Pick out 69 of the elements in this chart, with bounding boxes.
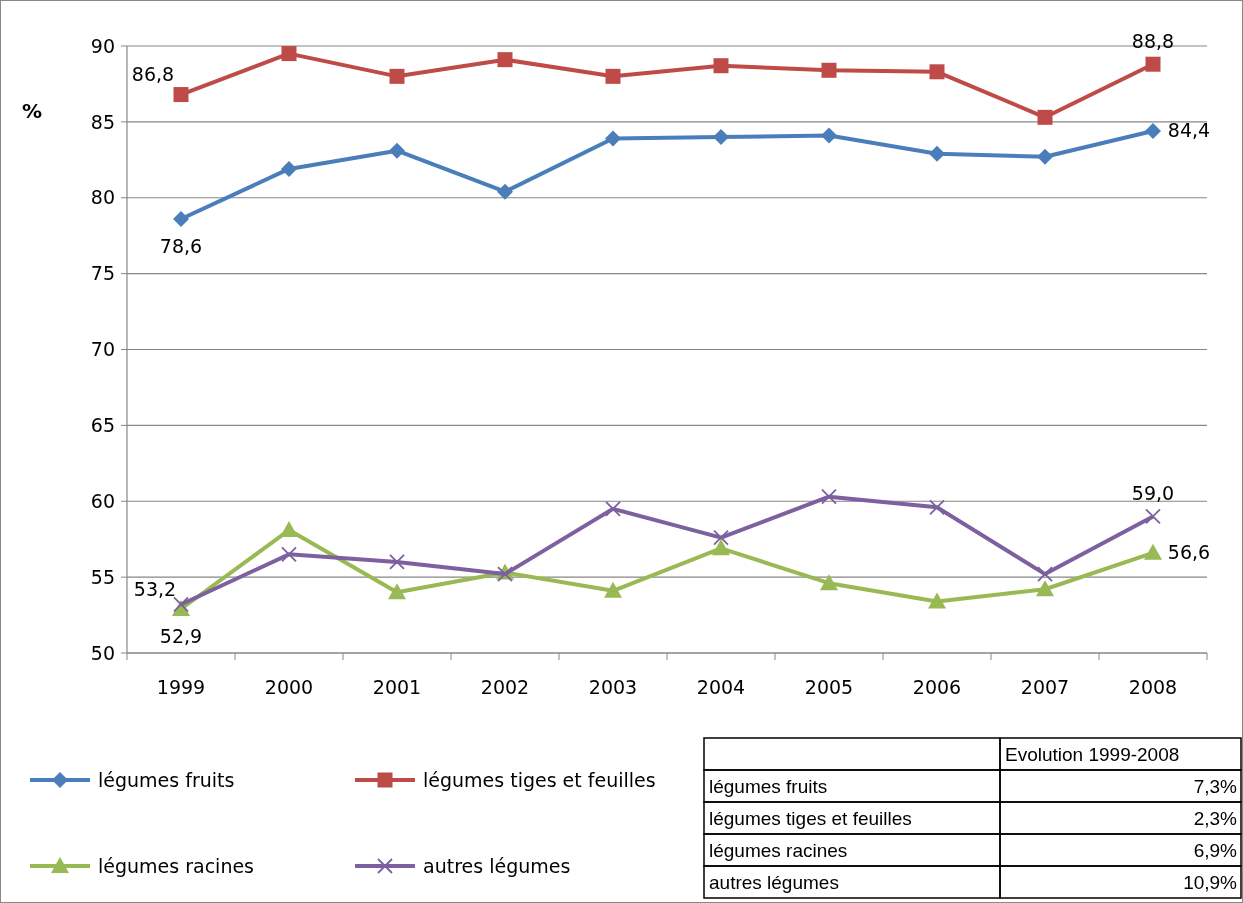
point	[605, 130, 621, 147]
data-label: 88,8	[1131, 30, 1175, 53]
point	[713, 129, 729, 146]
point	[497, 183, 513, 200]
y-tick-label: 55	[90, 565, 115, 588]
legend-label: légumes fruits	[98, 768, 235, 791]
data-label: 86,8	[131, 62, 175, 85]
point	[389, 142, 405, 159]
point	[713, 58, 729, 74]
x-tick-label: 2002	[480, 676, 530, 698]
x-tick-label: 2006	[912, 676, 962, 698]
data-label: 59,0	[1131, 482, 1175, 505]
point	[928, 592, 946, 609]
point	[389, 554, 405, 570]
x-tick-label: 2003	[588, 676, 638, 698]
y-tick-label: 65	[90, 414, 115, 437]
point	[821, 488, 837, 505]
y-tick-label: 90	[90, 34, 115, 57]
y-tick-label: 80	[90, 186, 115, 209]
point	[281, 160, 297, 177]
legend-label: légumes tiges et feuilles	[423, 768, 656, 791]
point	[604, 581, 622, 598]
y-tick-label: 50	[90, 641, 115, 664]
table-grid: Evolution 1999-2008 légumes fruits 7,3% légumes tiges et feuilles 2,3% légumes racines 6,9% autres légumes 10,9%	[703, 737, 1242, 899]
point	[173, 211, 189, 227]
point	[1145, 508, 1161, 525]
point	[1037, 109, 1053, 125]
data-label: 84,4	[1167, 118, 1211, 141]
point	[713, 529, 729, 546]
point	[1144, 543, 1162, 560]
point	[280, 521, 298, 538]
data-label: 52,9	[159, 624, 203, 647]
y-axis-title: %	[21, 99, 43, 123]
point	[1145, 122, 1161, 139]
x-tick-label: 1999	[156, 676, 206, 698]
data-label: 78,6	[159, 234, 203, 257]
point	[1037, 566, 1053, 582]
point	[820, 574, 838, 591]
point	[821, 127, 837, 144]
point	[605, 500, 621, 517]
point	[281, 46, 297, 62]
point	[497, 52, 513, 68]
legend-label: autres légumes	[423, 854, 571, 877]
y-tick-label: 85	[90, 110, 115, 133]
x-tick-label: 2000	[264, 676, 314, 698]
point	[929, 145, 945, 162]
point	[929, 64, 945, 80]
y-tick-label: 60	[90, 489, 115, 512]
point	[605, 68, 621, 84]
legend-label: légumes racines	[98, 854, 255, 877]
point	[388, 583, 406, 600]
point	[1037, 148, 1053, 165]
x-tick-label: 2007	[1020, 676, 1070, 698]
point	[173, 87, 189, 103]
data-label: 53,2	[133, 578, 177, 601]
point	[389, 68, 405, 84]
x-tick-label: 2005	[804, 676, 854, 698]
data-label: 56,6	[1167, 540, 1211, 563]
point	[281, 546, 297, 563]
y-tick-label: 70	[90, 338, 115, 361]
x-tick-label: 2004	[696, 676, 746, 698]
y-tick-label: 75	[90, 262, 115, 285]
point	[929, 499, 945, 516]
point	[821, 62, 837, 78]
point	[712, 539, 730, 556]
point	[1036, 580, 1054, 597]
point	[1145, 56, 1161, 72]
x-tick-label: 2008	[1128, 676, 1178, 698]
x-tick-label: 2001	[372, 676, 422, 698]
